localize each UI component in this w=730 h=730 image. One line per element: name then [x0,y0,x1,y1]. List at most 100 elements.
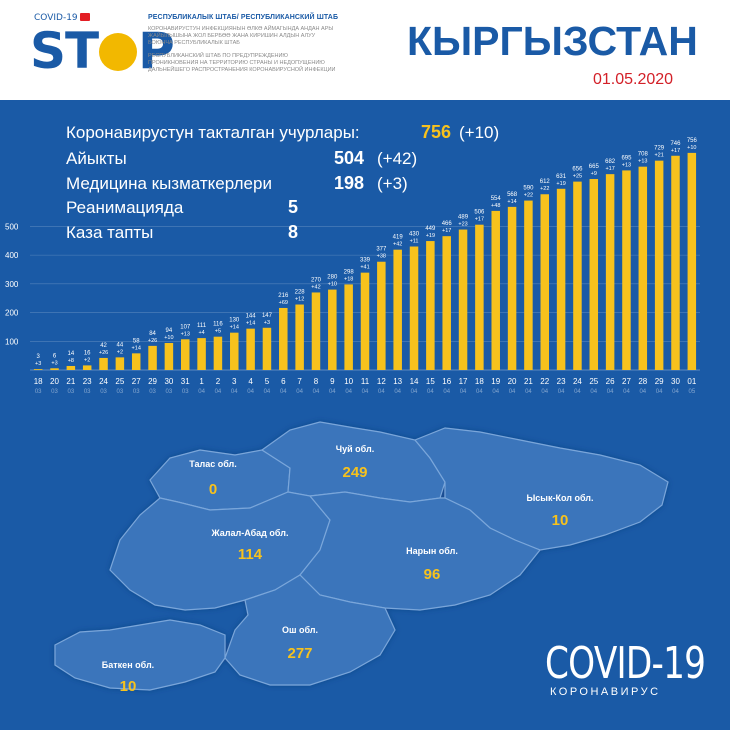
bar-increment-label: +14 [246,321,255,327]
bar-increment-label: +5 [215,329,221,335]
map-region-name: Ысык-Кол обл. [526,493,594,503]
report-date: 01.05.2020 [593,71,674,88]
bar [33,369,43,370]
bar [671,155,680,370]
x-tick-day: 15 [426,377,435,386]
bar-increment-label: +38 [377,254,386,260]
x-tick-day: 24 [573,377,582,386]
x-tick-day: 30 [164,377,173,386]
x-tick-month: 04 [411,389,418,395]
bar-value-label: 107 [180,324,191,330]
x-tick-month: 03 [166,389,173,395]
x-tick-day: 17 [459,377,468,386]
bar-value-label: 111 [197,323,207,329]
x-tick-month: 03 [68,389,75,395]
header: COVID-19 ST P РЕСПУБЛИКАЛЫК ШТАБ/ РЕСПУБЛ… [0,0,730,100]
stat-label-2: Медицина кызматкерлери [66,174,272,193]
x-tick-month: 03 [84,389,91,395]
bar-increment-label: +26 [99,350,108,356]
bar-value-label: 94 [166,328,173,334]
y-tick-label: 100 [5,337,19,346]
stop-logo: ST P [30,22,175,80]
x-tick-day: 20 [50,377,59,386]
map-region-name: Жалал-Абад обл. [211,528,289,538]
stat-delta-1: (+42) [377,149,418,168]
bar [475,224,484,370]
stat-value-1: 504 [334,148,365,168]
x-tick-day: 12 [377,377,386,386]
bar [131,353,141,370]
bar-increment-label: +18 [344,276,353,282]
bar [246,328,255,370]
bar-increment-label: +2 [84,357,90,363]
x-tick-day: 8 [314,377,319,386]
bar [230,332,239,370]
x-tick-day: 29 [655,377,664,386]
x-tick-month: 04 [378,389,385,395]
bar [50,368,59,370]
covid-title: COVID-19 [545,638,706,689]
bar-value-label: 144 [246,314,257,320]
y-tick-label: 200 [5,309,19,318]
bar [491,210,500,370]
bar [295,304,304,370]
x-tick-month: 04 [607,389,614,395]
covid-subtitle: КОРОНАВИРУС [550,686,661,698]
y-tick-label: 500 [5,222,19,231]
bar-increment-label: +8 [68,358,74,364]
x-tick-day: 24 [99,377,108,386]
x-tick-day: 18 [475,377,484,386]
x-tick-month: 04 [476,389,483,395]
x-tick-day: 22 [540,377,549,386]
stat-value-3: 5 [288,197,299,217]
hq-text-ru: РЕСПУБЛИКАНСКИЙ ШТАБ ПО ПРЕДУПРЕЖДЕНИЮ П… [148,53,336,73]
x-tick-month: 05 [688,389,695,395]
x-tick-month: 04 [345,389,352,395]
x-tick-month: 03 [117,389,124,395]
bar-increment-label: +22 [524,193,533,199]
x-tick-month: 04 [639,389,646,395]
stat-value-0: 756 [421,122,452,142]
bar-value-label: 419 [393,235,404,241]
logo-stop-p: P [138,22,175,80]
bar-increment-label: +10 [328,282,337,288]
bar-increment-label: +25 [573,174,582,180]
x-tick-day: 13 [393,377,402,386]
bar [213,336,223,370]
bar-increment-label: +10 [687,145,696,151]
x-tick-day: 23 [557,377,566,386]
map-region-value: 0 [208,481,218,498]
bar-value-label: 116 [213,322,223,328]
hq-title: РЕСПУБЛИКАЛЫК ШТАБ/ РЕСПУБЛИКАНСКИЙ ШТАБ [148,14,339,21]
bar-value-label: 489 [458,215,469,221]
map-region-value: 114 [237,546,263,563]
bar-value-label: 16 [84,350,91,356]
cases-bar-chart: 1002003004005003+318036+3200314+8210316+… [5,138,700,395]
bar-increment-label: +14 [230,325,239,331]
x-tick-month: 04 [590,389,597,395]
logo-stop-st: ST [30,22,99,80]
bar [180,339,190,370]
x-tick-day: 21 [66,377,75,386]
bar-value-label: 130 [229,318,240,324]
bar-value-label: 506 [474,210,485,216]
bar-increment-label: +19 [556,181,565,187]
bar-value-label: 3 [36,354,40,360]
bar [99,357,108,370]
bar-increment-label: +69 [279,300,288,306]
bar-increment-label: +13 [181,331,190,337]
map-region-value: 96 [423,566,441,583]
x-tick-month: 03 [149,389,156,395]
bar-increment-label: +12 [295,297,304,303]
bar-value-label: 682 [605,159,616,165]
bar [622,170,631,370]
x-tick-day: 10 [344,377,353,386]
map-region-value: 10 [551,512,569,529]
bar [262,327,272,370]
bar [426,241,435,370]
region-osh [224,574,396,686]
map-region-name: Талас обл. [189,459,237,469]
x-tick-day: 16 [442,377,451,386]
x-tick-month: 04 [296,389,303,395]
stat-value-4: 8 [288,222,299,242]
